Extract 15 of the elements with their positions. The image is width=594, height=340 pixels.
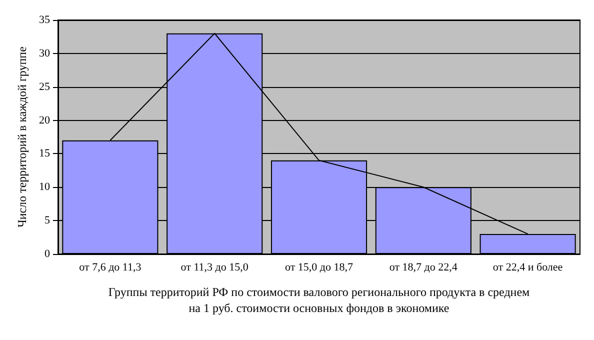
y-axis-title: Число территорий в каждой группе bbox=[15, 46, 29, 228]
y-tick-label: 25 bbox=[39, 80, 50, 93]
x-tick-label: от 7,6 до 11,3 bbox=[79, 262, 142, 274]
y-tick-label: 30 bbox=[39, 47, 50, 60]
x-tick-label: от 22,4 и более bbox=[492, 262, 563, 274]
x-tick-label: от 18,7 до 22,4 bbox=[389, 262, 458, 274]
y-tick-label: 5 bbox=[44, 214, 50, 227]
x-axis-title: Группы территорий РФ по стоимости валового регионального продукта в среднем на 1 руб. стоимости основных фондов в экономике bbox=[108, 285, 530, 315]
y-tick-label: 15 bbox=[39, 148, 50, 160]
y-tick-label: 10 bbox=[39, 181, 50, 194]
x-tick-label: от 15,0 до 18,7 bbox=[284, 262, 354, 274]
y-tick-label: 35 bbox=[39, 14, 50, 26]
y-tick-label: 20 bbox=[39, 114, 50, 126]
x-tick-label: от 11,3 до 15,0 bbox=[180, 262, 249, 274]
y-tick-label: 0 bbox=[44, 248, 50, 260]
